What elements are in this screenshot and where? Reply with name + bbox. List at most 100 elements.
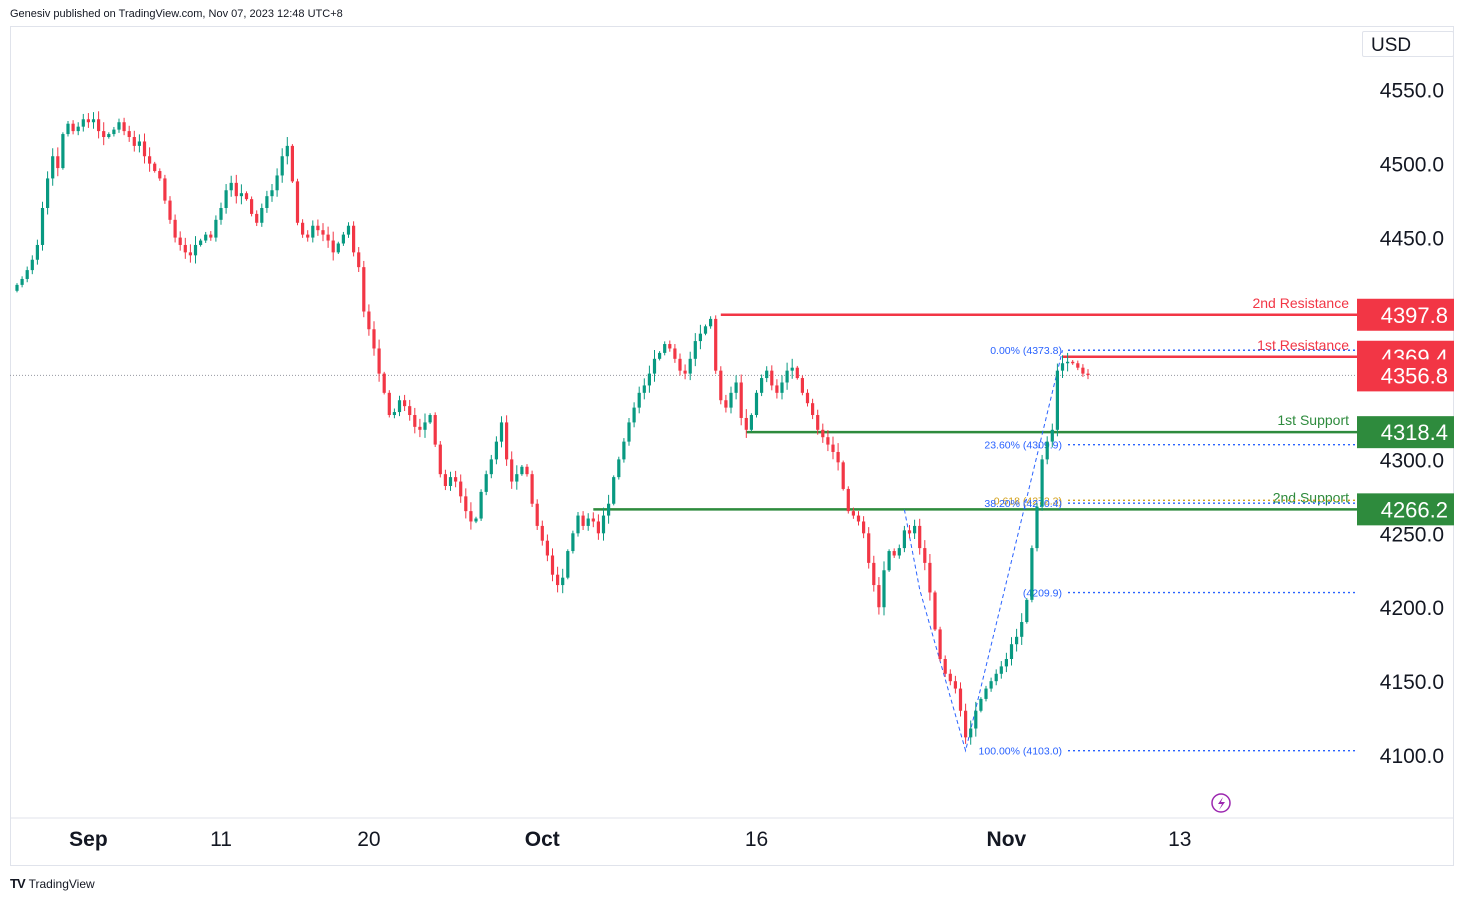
candle-body — [459, 481, 463, 497]
level-name: 1st Resistance — [1257, 337, 1349, 353]
candle-body — [612, 477, 616, 504]
price-tick-label: 4100.0 — [1380, 745, 1444, 768]
candle-body — [999, 666, 1003, 674]
lightning-icon[interactable] — [1211, 793, 1231, 813]
candle-body — [1035, 506, 1039, 549]
candle-body — [255, 213, 259, 223]
candle-body — [301, 222, 305, 235]
candle-body — [566, 551, 570, 578]
candle-body — [1020, 622, 1024, 637]
time-tick-label: 13 — [1168, 828, 1191, 851]
publisher-caption: Genesiv published on TradingView.com, No… — [10, 8, 343, 20]
candle-body — [352, 225, 356, 253]
candle-body — [984, 688, 988, 699]
candle-body — [46, 178, 50, 208]
candle-body — [234, 182, 238, 197]
candle-body — [489, 459, 493, 475]
time-tick-label: 16 — [745, 828, 768, 851]
candle-body — [923, 548, 927, 563]
candle-body — [357, 252, 361, 268]
candle-body — [989, 681, 993, 689]
fibonacci-retracement[interactable]: 0.00% (4373.8) 23.60% (4309.9) 0.618 (4272… — [903, 345, 1355, 758]
candle-body — [520, 466, 524, 475]
price-axis[interactable]: 4550.0 4500.0 4450.0 4300.0 4250.0 4200.0 4150… — [1380, 80, 1444, 768]
candle-body — [805, 392, 810, 404]
candle-body — [173, 219, 177, 238]
candle-body — [561, 577, 565, 586]
candle-body — [851, 511, 855, 516]
candle-body — [714, 318, 718, 371]
candle-body — [1071, 361, 1075, 364]
candle-body — [20, 278, 24, 285]
candle-body — [601, 515, 606, 534]
candle-body — [275, 175, 279, 191]
candle-body — [913, 525, 917, 534]
candle-body — [581, 515, 585, 526]
candle-body — [571, 533, 575, 552]
candle-body — [428, 415, 432, 423]
time-tick-label: Nov — [987, 828, 1027, 851]
candle-body — [744, 417, 748, 430]
candle-body — [61, 134, 65, 169]
candle-body — [260, 207, 264, 223]
candle-body — [117, 122, 121, 130]
candle-body — [642, 385, 646, 393]
candle-body — [887, 551, 891, 571]
candle-body — [505, 422, 509, 460]
tradingview-logo[interactable]: TV TradingView — [10, 876, 95, 891]
candle-body — [770, 370, 774, 386]
candle-body — [316, 225, 320, 231]
candle-body — [693, 341, 697, 359]
currency-selector[interactable]: USD — [1362, 31, 1454, 57]
candle-body — [663, 344, 667, 353]
candle-body — [953, 681, 957, 689]
candle-body — [193, 244, 198, 256]
candle-body — [367, 311, 371, 330]
candle-body — [336, 243, 340, 253]
candle-body — [632, 407, 636, 423]
time-axis[interactable]: Sep 11 20 Oct 16 Nov 13 — [69, 828, 1191, 851]
candle-body — [668, 344, 672, 349]
candle-body — [515, 474, 519, 482]
candle-body — [25, 270, 29, 279]
candle-body — [229, 182, 233, 191]
candle-body — [607, 503, 611, 516]
candle-body — [647, 373, 651, 386]
level-badge — [1357, 416, 1454, 449]
candle-body — [724, 400, 728, 408]
candle-body — [596, 521, 600, 534]
candle-body — [132, 137, 136, 146]
candle-body — [81, 119, 85, 127]
candle-body — [443, 474, 447, 486]
candle-body — [673, 348, 677, 359]
candle-body — [479, 491, 483, 519]
candle-body — [525, 466, 529, 475]
time-tick-label: Oct — [525, 828, 560, 851]
price-tick-label: 4500.0 — [1380, 154, 1444, 177]
candle-body — [540, 525, 544, 541]
candle-body — [841, 462, 845, 489]
candle-body — [362, 267, 366, 312]
candle-body — [943, 658, 947, 674]
candle-body — [658, 352, 662, 359]
candle-body — [35, 244, 39, 260]
candle-body — [811, 403, 815, 416]
candle-body — [66, 123, 70, 135]
candle-body — [719, 370, 723, 401]
candle-body — [1045, 441, 1049, 460]
candle-body — [928, 562, 932, 593]
candle-body — [97, 119, 101, 132]
candle-body — [1025, 599, 1029, 623]
candle-body — [994, 673, 998, 682]
candle-body — [204, 234, 208, 241]
candle-body — [127, 131, 131, 138]
current-price-badge — [1357, 359, 1454, 392]
candle-body — [1086, 373, 1090, 376]
candle-body — [188, 252, 192, 256]
candle-body — [749, 415, 753, 430]
price-tick-label: 4550.0 — [1380, 80, 1444, 103]
candle-body — [1055, 370, 1059, 430]
level-badge — [1357, 298, 1454, 331]
